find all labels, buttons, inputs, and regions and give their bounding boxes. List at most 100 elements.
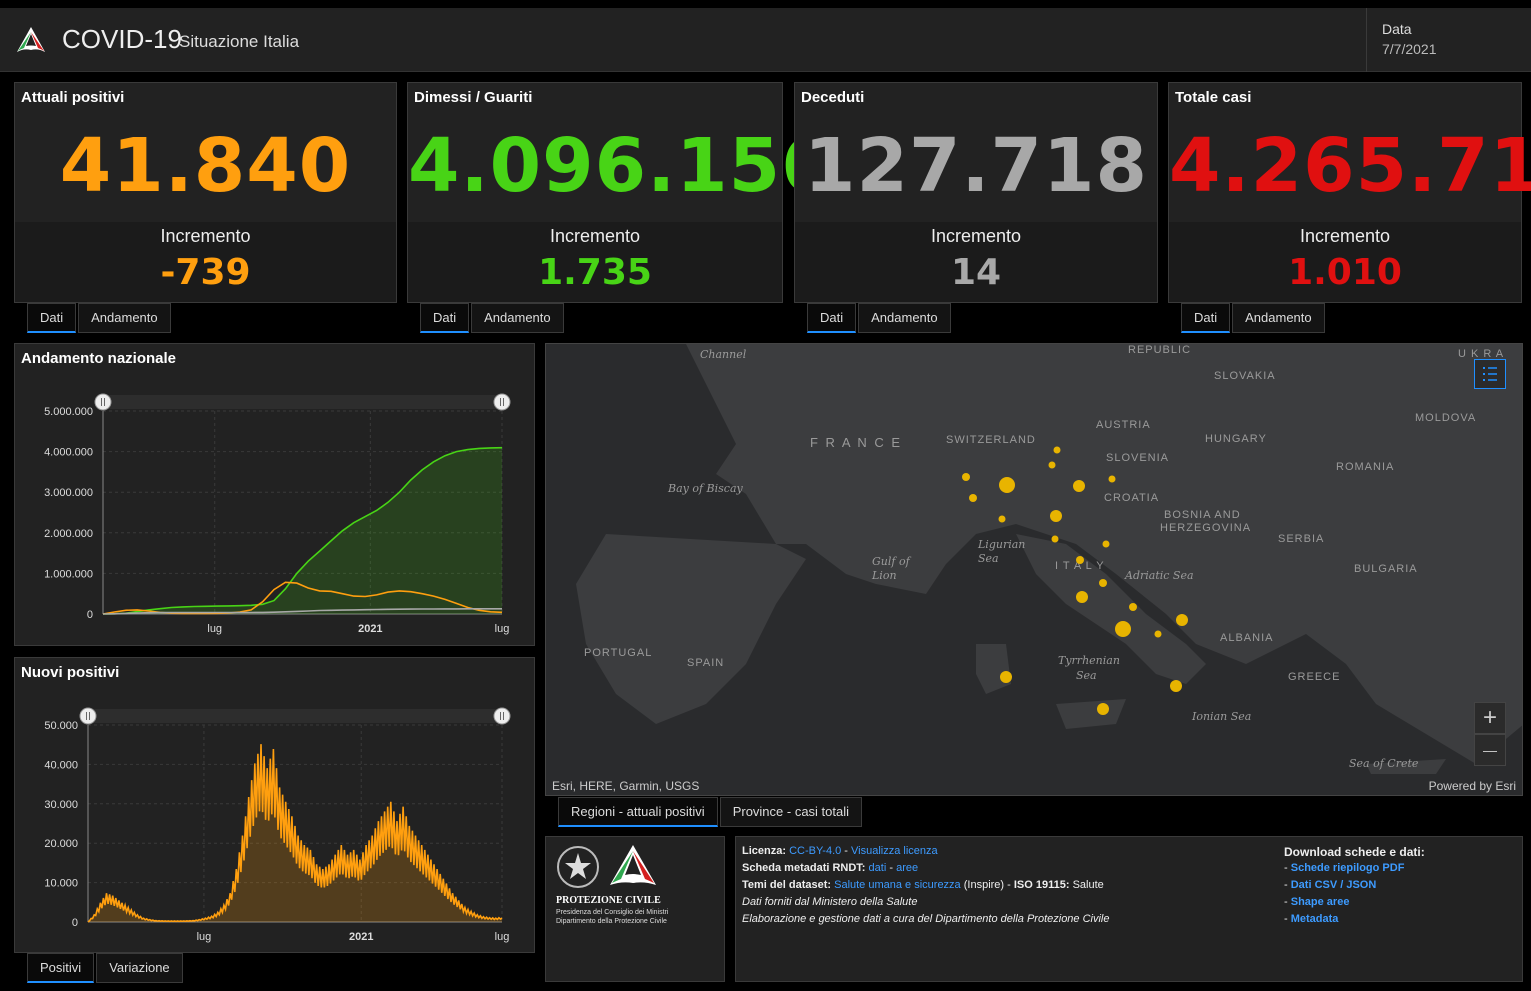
kpi-increment-area: Incremento 1.735 xyxy=(408,222,782,302)
map-label: SWITZERLAND xyxy=(946,434,1036,446)
region-dot[interactable] xyxy=(1076,591,1088,603)
download-item: - Dati CSV / JSON xyxy=(1284,879,1376,891)
tab-dati[interactable]: Dati xyxy=(807,303,857,333)
region-dot[interactable] xyxy=(962,473,970,481)
region-dot[interactable] xyxy=(1102,540,1110,548)
zoom-out-button[interactable]: — xyxy=(1474,734,1506,766)
y-tick-label: 5.000.000 xyxy=(44,406,93,418)
region-dot[interactable] xyxy=(1053,446,1061,454)
download-metadata-link[interactable]: Metadata xyxy=(1290,913,1339,925)
range-slider-handle[interactable] xyxy=(493,393,511,411)
scheda-dati-link[interactable]: dati xyxy=(868,862,887,874)
y-tick-label: 20.000 xyxy=(44,838,78,850)
region-dot[interactable] xyxy=(999,477,1015,493)
series-area xyxy=(103,447,502,614)
zoom-in-button[interactable]: + xyxy=(1474,702,1506,734)
map-label: F R A N C E xyxy=(810,435,903,450)
y-tick-label: 1.000.000 xyxy=(44,568,93,580)
map-label: SLOVAKIA xyxy=(1214,370,1276,382)
region-dot[interactable] xyxy=(998,515,1006,523)
region-dot[interactable] xyxy=(969,494,977,502)
range-slider-track[interactable] xyxy=(103,395,502,409)
map-label: BOSNIA AND xyxy=(1164,509,1241,521)
map-label: Ligurian xyxy=(978,538,1026,551)
tab-andamento[interactable]: Andamento xyxy=(471,303,564,333)
tab-andamento[interactable]: Andamento xyxy=(858,303,951,333)
map-label: Gulf of xyxy=(872,555,910,568)
kpi-increment-value: 1.735 xyxy=(538,252,652,293)
emblem-logo-icon xyxy=(557,845,656,888)
tab-andamento[interactable]: Andamento xyxy=(1232,303,1325,333)
tab-dati[interactable]: Dati xyxy=(1181,303,1231,333)
region-dot[interactable] xyxy=(1170,680,1182,692)
region-dot[interactable] xyxy=(1108,475,1116,483)
tab-positivi[interactable]: Positivi xyxy=(27,953,95,983)
map-label: ROMANIA xyxy=(1336,461,1395,473)
tab-province[interactable]: Province - casi totali xyxy=(719,797,863,827)
range-slider-handle[interactable] xyxy=(493,707,511,725)
region-dot[interactable] xyxy=(1099,579,1107,587)
download-csv-link[interactable]: Dati CSV / JSON xyxy=(1290,879,1377,891)
map-label: BULGARIA xyxy=(1354,563,1418,575)
map-view[interactable]: Channel REPUBLIC U K R A SLOVAKIA F R A … xyxy=(545,343,1523,796)
protezione-civile-sub1: Presidenza del Consiglio dei Ministri xyxy=(556,909,669,916)
range-slider-handle[interactable] xyxy=(79,707,97,725)
scheda-label: Scheda metadati RNDT: xyxy=(742,862,866,874)
temi-link[interactable]: Salute umana e sicurezza xyxy=(834,879,961,891)
dash: - xyxy=(1284,862,1291,874)
region-dot[interactable] xyxy=(1115,621,1131,637)
kpi-increment-value: -739 xyxy=(160,252,251,293)
region-dot[interactable] xyxy=(1048,461,1056,469)
licenza-link[interactable]: CC-BY-4.0 xyxy=(789,845,842,857)
download-item: - Shape aree xyxy=(1284,896,1349,908)
x-tick-label: lug xyxy=(197,931,212,943)
region-dot[interactable] xyxy=(1000,671,1012,683)
region-dot[interactable] xyxy=(1051,535,1059,543)
map-label: HUNGARY xyxy=(1205,433,1267,445)
app-header: COVID-19 Situazione Italia Data 7/7/2021 xyxy=(0,8,1531,72)
kpi-increment-area: Incremento -739 xyxy=(15,222,396,302)
region-dot[interactable] xyxy=(1097,703,1109,715)
region-dot[interactable] xyxy=(1154,630,1162,638)
kpi-increment-label: Incremento xyxy=(930,226,1022,246)
region-dot[interactable] xyxy=(1176,614,1188,626)
series-line xyxy=(102,608,502,615)
date-box: Data 7/7/2021 xyxy=(1366,8,1531,72)
x-tick-label: 2021 xyxy=(358,623,382,635)
region-dot[interactable] xyxy=(1129,603,1137,611)
region-dot[interactable] xyxy=(1050,510,1062,522)
date-label: Data xyxy=(1382,21,1412,37)
region-dot[interactable] xyxy=(1076,556,1084,564)
map-label: Bay of Biscay xyxy=(668,482,743,495)
range-slider-handle[interactable] xyxy=(94,393,112,411)
dati-forniti-line: Dati forniti dal Ministero della Salute xyxy=(742,896,918,908)
map-label: Lion xyxy=(872,569,897,582)
download-pdf-link[interactable]: Schede riepilogo PDF xyxy=(1290,862,1405,874)
licenza-label: Licenza: xyxy=(742,845,787,857)
map-dots-layer xyxy=(962,446,1188,715)
download-shape-link[interactable]: Shape aree xyxy=(1290,896,1350,908)
map-label: Channel xyxy=(700,348,747,361)
kpi-tabs-totale: Dati Andamento xyxy=(1181,303,1327,333)
range-slider-track[interactable] xyxy=(88,709,502,723)
tab-dati[interactable]: Dati xyxy=(27,303,77,333)
map-label: Sea xyxy=(1076,669,1097,682)
kpi-increment-value: 1.010 xyxy=(1288,252,1402,293)
legend-list-button[interactable] xyxy=(1474,359,1506,389)
kpi-title: Dimessi / Guariti xyxy=(414,89,533,106)
separator: - xyxy=(886,862,897,874)
dash: - xyxy=(1284,879,1291,891)
tab-variazione[interactable]: Variazione xyxy=(96,953,183,983)
map-land xyxy=(546,344,1522,795)
tab-andamento[interactable]: Andamento xyxy=(78,303,171,333)
kpi-value: 41.840 xyxy=(59,123,352,209)
visualizza-licenza-link[interactable]: Visualizza licenza xyxy=(851,845,938,857)
tab-dati[interactable]: Dati xyxy=(420,303,470,333)
kpi-totale-casi: Totale casi 4.265.714 Incremento 1.010 xyxy=(1168,82,1531,303)
scheda-aree-link[interactable]: aree xyxy=(896,862,919,874)
map-tabs: Regioni - attuali positivi Province - ca… xyxy=(558,797,864,827)
map-powered-by[interactable]: Powered by Esri xyxy=(1428,779,1516,793)
tab-regioni[interactable]: Regioni - attuali positivi xyxy=(558,797,718,827)
region-dot[interactable] xyxy=(1073,480,1085,492)
download-item: - Metadata xyxy=(1284,913,1338,925)
